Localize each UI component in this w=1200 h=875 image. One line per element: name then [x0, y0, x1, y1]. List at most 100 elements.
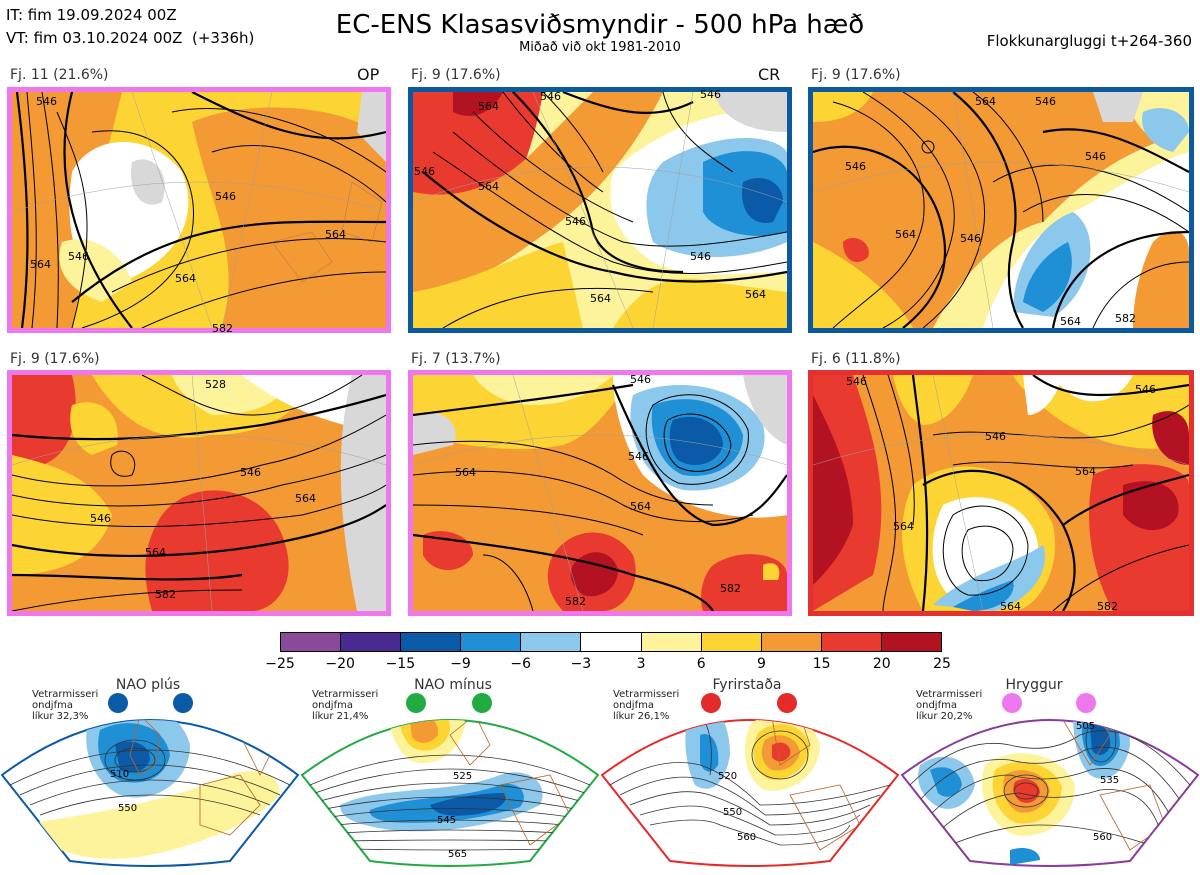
regime-1-dot: [108, 693, 128, 713]
panel-2-map-graphic: [413, 92, 787, 328]
panel-1-map-graphic: [12, 92, 386, 328]
panel-2-label: Fj. 9 (17.6%): [411, 67, 501, 83]
colorbar-segment: [700, 633, 761, 651]
panel-4-map: [7, 370, 391, 616]
colorbar-segment: [281, 633, 341, 651]
colorbar-segment: [520, 633, 581, 651]
regime-nao-plus-map: [0, 719, 300, 867]
panel-4-contour-label: 564: [295, 492, 316, 505]
panel-1-contour-label: 546: [36, 95, 57, 108]
regime-1-contour-label: 550: [118, 803, 138, 814]
panel-6-contour-label: 546: [985, 430, 1006, 443]
regime-3-contour-label: 550: [723, 807, 743, 818]
colorbar-segment: [460, 633, 521, 651]
regime-3-dot: [777, 693, 797, 713]
regime-2-contour-label: 565: [448, 849, 468, 860]
panel-3-contour-label: 546: [1035, 95, 1056, 108]
panel-6-contour-label: 564: [1075, 465, 1096, 478]
colorbar-tick-label: 15: [812, 656, 831, 672]
panel-6-contour-label: 564: [1000, 600, 1021, 613]
colorbar-segment: [760, 633, 821, 651]
panel-2-contour-label: 546: [700, 88, 721, 101]
colorbar-segment: [340, 633, 401, 651]
colorbar-tick-label: 20: [872, 656, 891, 672]
colorbar-segment: [880, 633, 942, 651]
panel-5-map: [408, 370, 792, 616]
colorbar-tick-label: 3: [636, 656, 646, 672]
panel-3-contour-label: 564: [1060, 315, 1081, 328]
regime-3-contour-label: 560: [737, 832, 757, 843]
regime-1-dot: [173, 693, 193, 713]
panel-1-contour-label: 546: [68, 250, 89, 263]
panel-6-map-graphic: [813, 375, 1189, 611]
panel-3-contour-label: 564: [975, 95, 996, 108]
colorbar-tick-label: −9: [450, 656, 471, 672]
panel-3-map: [808, 87, 1194, 333]
regime-nao-minus-map: [300, 719, 600, 867]
panel-1-tag: OP: [357, 65, 380, 84]
colorbar: [280, 632, 942, 652]
colorbar-segment: [580, 633, 641, 651]
panel-2-contour-label: 546: [565, 215, 586, 228]
panel-2-contour-label: 546: [414, 165, 435, 178]
regime-2-dot: [406, 693, 426, 713]
panel-6-contour-label: 564: [893, 520, 914, 533]
classification-window: Flokkunargluggi t+264-360: [986, 32, 1192, 50]
regime-nao-minus: [300, 675, 600, 871]
colorbar-ticks: −25 −20 −15 −9 −6 −3 3 6 9 15 20 25: [0, 656, 1200, 676]
page-subtitle: Miðað við okt 1981-2010: [519, 40, 681, 55]
panel-5-contour-label: 564: [630, 500, 651, 513]
panel-4-contour-label: 546: [90, 512, 111, 525]
panel-2-contour-label: 564: [590, 292, 611, 305]
panel-6-contour-label: 546: [1135, 383, 1156, 396]
colorbar-tick-label: −20: [325, 656, 355, 672]
regime-nao-plus: [0, 675, 300, 871]
panel-2-map: [408, 87, 792, 333]
panel-6-contour-label: 582: [1097, 600, 1118, 613]
panel-2-contour-label: 546: [690, 250, 711, 263]
panel-1-map: [7, 87, 391, 333]
regime-3-contour-label: 520: [718, 771, 738, 782]
regime-2-contour-label: 545: [437, 815, 457, 826]
panel-3-label: Fj. 9 (17.6%): [811, 67, 901, 83]
colorbar-tick-label: −6: [510, 656, 532, 672]
regime-2-probability: Vetrarmisseri ondjfma líkur 21,4%: [312, 689, 379, 722]
regime-4-dot: [1076, 693, 1096, 713]
regime-4-contour-label: 535: [1100, 775, 1120, 786]
panel-4-contour-label: 582: [155, 588, 176, 601]
panel-4-contour-label: 564: [145, 546, 166, 559]
panel-5-contour-label: 546: [630, 373, 651, 386]
colorbar-segment: [820, 633, 881, 651]
panel-1-contour-label: 564: [325, 228, 346, 241]
regime-2-contour-label: 525: [453, 771, 473, 782]
regime-blocking: [600, 675, 900, 871]
panel-5-contour-label: 582: [565, 595, 586, 608]
regime-blocking-map: [600, 719, 900, 867]
panel-5-contour-label: 564: [455, 466, 476, 479]
panel-2-tag: CR: [758, 65, 781, 84]
colorbar-tick-label: 6: [696, 656, 706, 672]
regime-1-probability: Vetrarmisseri ondjfma líkur 32,3%: [32, 689, 99, 722]
panel-3-contour-label: 546: [845, 160, 866, 173]
panel-2-contour-label: 564: [478, 100, 499, 113]
regime-4-probability: Vetrarmisseri ondjfma líkur 20,2%: [916, 689, 983, 722]
regime-1-title: NAO plús: [115, 677, 181, 693]
page-title: EC-ENS Klasasviðsmyndir - 500 hPa hæð: [335, 10, 865, 40]
colorbar-tick-label: 25: [933, 656, 951, 672]
regime-ridge-map: [900, 719, 1200, 867]
panel-5-contour-label: 546: [628, 450, 649, 463]
valid-time: VT: fim 03.10.2024 00Z (+336h): [6, 29, 255, 47]
panel-2-contour-label: 564: [478, 180, 499, 193]
panel-1-contour-label: 546: [215, 190, 236, 203]
colorbar-tick-label: −25: [265, 656, 295, 672]
regime-4-title: Hryggur: [1005, 677, 1063, 693]
regime-2-dot: [472, 693, 492, 713]
colorbar-segment: [640, 633, 701, 651]
colorbar-tick-label: 9: [756, 656, 766, 672]
panel-1-contour-label: 564: [30, 258, 51, 271]
colorbar-tick-label: −3: [570, 656, 592, 672]
regime-3-dot: [701, 693, 721, 713]
panel-1-label: Fj. 11 (21.6%): [10, 67, 109, 83]
panel-6-contour-label: 546: [846, 375, 867, 388]
panel-4-contour-label: 528: [205, 378, 226, 391]
